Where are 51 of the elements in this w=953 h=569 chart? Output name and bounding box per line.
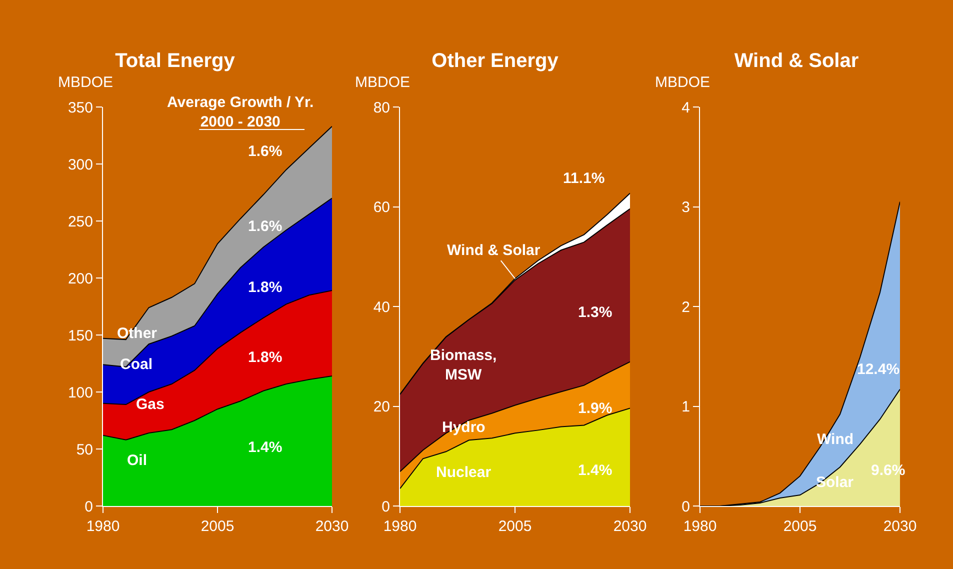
annotation: 11.1% [563,170,605,187]
x-tick-label: 2030 [315,518,349,535]
annotation: 1.8% [248,279,282,296]
y-tick-label: 0 [84,498,93,516]
annotation: 1.6% [248,143,282,160]
y-tick-label: 100 [68,384,93,402]
x-tick-label: 1980 [383,518,417,535]
y-axis-title: MBDOE [355,74,410,91]
x-tick-label: 1980 [86,518,120,535]
y-tick-label: 0 [682,498,690,516]
x-tick-label: 2005 [783,518,817,535]
y-tick-label: 2 [682,298,690,316]
y-tick-label: 4 [682,99,690,116]
series-label: Coal [120,356,153,373]
series-label: Oil [127,452,148,469]
series-label: Solar [816,474,854,491]
annotation: 12.4% [857,361,900,378]
x-tick-label: 2030 [883,518,917,535]
y-tick-label: 0 [382,498,390,516]
y-tick-label: 40 [373,298,390,316]
series-label: Gas [136,396,164,413]
x-tick-label: 2005 [200,518,234,535]
x-tick-label: 2030 [613,518,647,535]
annotation: 1.3% [578,304,612,321]
y-axis-title: MBDOE [58,74,114,91]
chart-title: Wind & Solar [734,50,859,72]
series-label: Nuclear [436,464,492,481]
annotation: 1.9% [578,400,612,417]
y-tick-label: 150 [68,327,93,344]
y-axis-title: MBDOE [655,74,710,91]
y-tick-label: 250 [68,213,93,230]
annotation: 1.6% [248,218,282,235]
series-label: Biomass, MSW [430,347,497,384]
x-tick-label: 2005 [498,518,532,535]
annotation: 1.4% [578,462,612,479]
y-tick-label: 60 [373,199,390,216]
y-tick-label: 3 [682,199,690,216]
chart-title: Total Energy [115,50,236,72]
y-tick-label: 20 [373,398,390,416]
y-tick-label: 350 [68,99,93,116]
y-tick-label: 200 [68,270,93,288]
y-tick-label: 80 [373,99,390,116]
y-tick-label: 50 [76,441,93,458]
annotation: Average Growth / Yr. 2000 - 2030 [167,94,314,130]
y-tick-label: 300 [68,156,93,174]
chart-title: Other Energy [432,50,560,72]
series-label: Wind & Solar [447,242,540,259]
annotation: 1.8% [248,349,282,366]
y-tick-label: 1 [682,398,690,416]
annotation: 1.4% [248,439,282,456]
x-tick-label: 1980 [683,518,717,535]
